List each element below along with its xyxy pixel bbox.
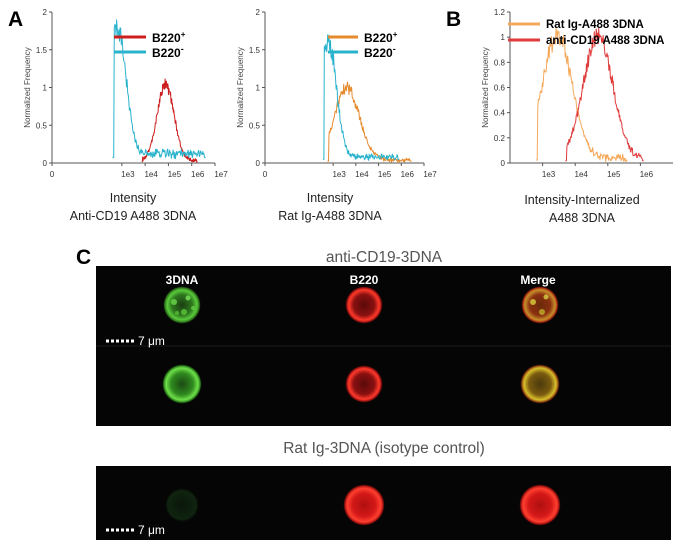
xlabel-sub-b: A488 3DNA	[549, 211, 616, 225]
histogram-rat-ig: 0 0.5 1 1.5 2 0 1e3 1e4 1e5 1e6 1e7 Normalized Freq…	[236, 8, 437, 179]
x-tick-label: 1e6	[401, 170, 415, 179]
channel-label-3dna: 3DNA	[166, 273, 199, 287]
cell-row2-3dna	[162, 364, 202, 404]
y-tick-label: 0.5	[36, 121, 48, 130]
x-tick-label: 1e4	[144, 170, 158, 179]
y-tick-label: 1	[43, 84, 48, 93]
y-tick-label: 1.2	[494, 8, 506, 17]
x-tick-label: 1e5	[168, 170, 182, 179]
histogram-internalized: 0 0.2 0.4 0.6 0.8 1 1.2 1e3 1e4 1e5 1e6 Normalized …	[481, 8, 673, 179]
panel-letter-a: A	[8, 8, 23, 31]
x-tick-label: 1e3	[332, 170, 346, 179]
panel-letter-c: C	[76, 246, 91, 269]
legend-label-rat-ig: Rat Ig-A488 3DNA	[546, 19, 644, 31]
y-tick-label: 0	[501, 159, 506, 168]
cell-row2-b220	[345, 365, 383, 403]
scale-bar-label-top: 7 μm	[138, 334, 165, 348]
channel-label-b220: B220	[350, 273, 379, 287]
scale-bar-label-bottom: 7 μm	[138, 523, 165, 537]
panel-letter-b: B	[446, 8, 461, 31]
y-tick-label: 2	[256, 8, 261, 17]
cell-row3-merge	[519, 484, 561, 526]
axis-frame	[51, 12, 215, 164]
x-tick-label: 1e7	[423, 170, 437, 179]
y-tick-label: 0.2	[494, 134, 506, 143]
cell-row3-3dna	[164, 487, 200, 523]
y-tick-label: 0.4	[494, 109, 506, 118]
x-tick-label: 1e5	[607, 170, 621, 179]
cell-row1-3dna	[163, 286, 201, 324]
y-tick-label: 0	[256, 159, 261, 168]
imaging-title-bottom: Rat Ig-3DNA (isotype control)	[283, 440, 485, 457]
xlabel-sub-a-right: Rat Ig-A488 3DNA	[278, 209, 382, 223]
series-line-rat-ig-a488-3dna	[536, 27, 628, 163]
xlabel-a-right: Intensity	[307, 191, 354, 205]
y-tick-label: 0	[43, 159, 48, 168]
y-tick-label: 2	[43, 8, 48, 17]
cell-row2-merge	[520, 364, 560, 404]
xlabel-a-left: Intensity	[110, 191, 157, 205]
channel-label-merge: Merge	[520, 273, 556, 287]
legend-a-right: B220+ B220-	[328, 30, 398, 60]
x-tick-label: 1e3	[121, 170, 135, 179]
legend-label-b220-neg-rat: B220-	[364, 44, 396, 60]
scale-bar-top: 7 μm	[106, 334, 165, 348]
legend-label-b220-pos-rat: B220+	[364, 30, 398, 45]
x-tick-label: 0	[263, 170, 268, 179]
x-tick-label: 1e5	[378, 170, 392, 179]
series-line-anti-cd19-a488-3dna	[565, 27, 644, 162]
y-tick-label: 1	[256, 84, 261, 93]
legend-label-b220-neg: B220-	[152, 44, 184, 60]
xlabel-sub-a-left: Anti-CD19 A488 3DNA	[70, 209, 197, 223]
legend-a-left: B220+ B220-	[114, 30, 186, 60]
y-tick-label: 0.8	[494, 58, 506, 67]
imaging-strip-top: 3DNA B220 Merge 7 μm	[96, 266, 671, 426]
series-line-b220-neg	[322, 34, 399, 161]
cell-row1-b220	[345, 286, 383, 324]
y-tick-label: 1.5	[249, 46, 261, 55]
series-line-b220	[141, 78, 198, 163]
x-tick-label: 1e7	[214, 170, 228, 179]
cell-row3-b220	[343, 484, 385, 526]
x-tick-label: 1e3	[542, 170, 556, 179]
series-line-b220-neg	[112, 19, 206, 160]
x-tick-label: 0	[50, 170, 55, 179]
x-tick-label: 1e4	[355, 170, 369, 179]
y-tick-label: 0.6	[494, 84, 506, 93]
y-tick-label: 1	[501, 33, 506, 42]
histogram-anti-cd19: 0 0.5 1 1.5 2 0 1e3 1e4 1e5 1e6 1e7 Normalized Freq…	[23, 8, 228, 179]
y-axis-label: Normalized Frequency	[23, 47, 32, 127]
y-tick-label: 1.5	[36, 46, 48, 55]
xlabel-b: Intensity-Internalized	[524, 193, 639, 207]
imaging-title-top: anti-CD19-3DNA	[326, 249, 443, 266]
cell-row1-merge	[521, 286, 559, 324]
y-axis-label: Normalized Frequency	[481, 47, 490, 127]
y-axis-label: Normalized Frequency	[236, 47, 245, 127]
x-tick-label: 1e6	[191, 170, 205, 179]
legend-label-b220-pos: B220+	[152, 30, 186, 45]
series-line-b220	[327, 81, 412, 164]
x-tick-label: 1e6	[640, 170, 654, 179]
legend-label-anti-cd19: anti-CD19 A488 3DNA	[546, 35, 664, 47]
scale-bar-bottom: 7 μm	[106, 523, 165, 537]
imaging-strip-bottom: 7 μm	[96, 466, 671, 540]
legend-b: Rat Ig-A488 3DNA anti-CD19 A488 3DNA	[508, 19, 664, 47]
y-tick-label: 0.5	[249, 121, 261, 130]
x-tick-label: 1e4	[575, 170, 589, 179]
